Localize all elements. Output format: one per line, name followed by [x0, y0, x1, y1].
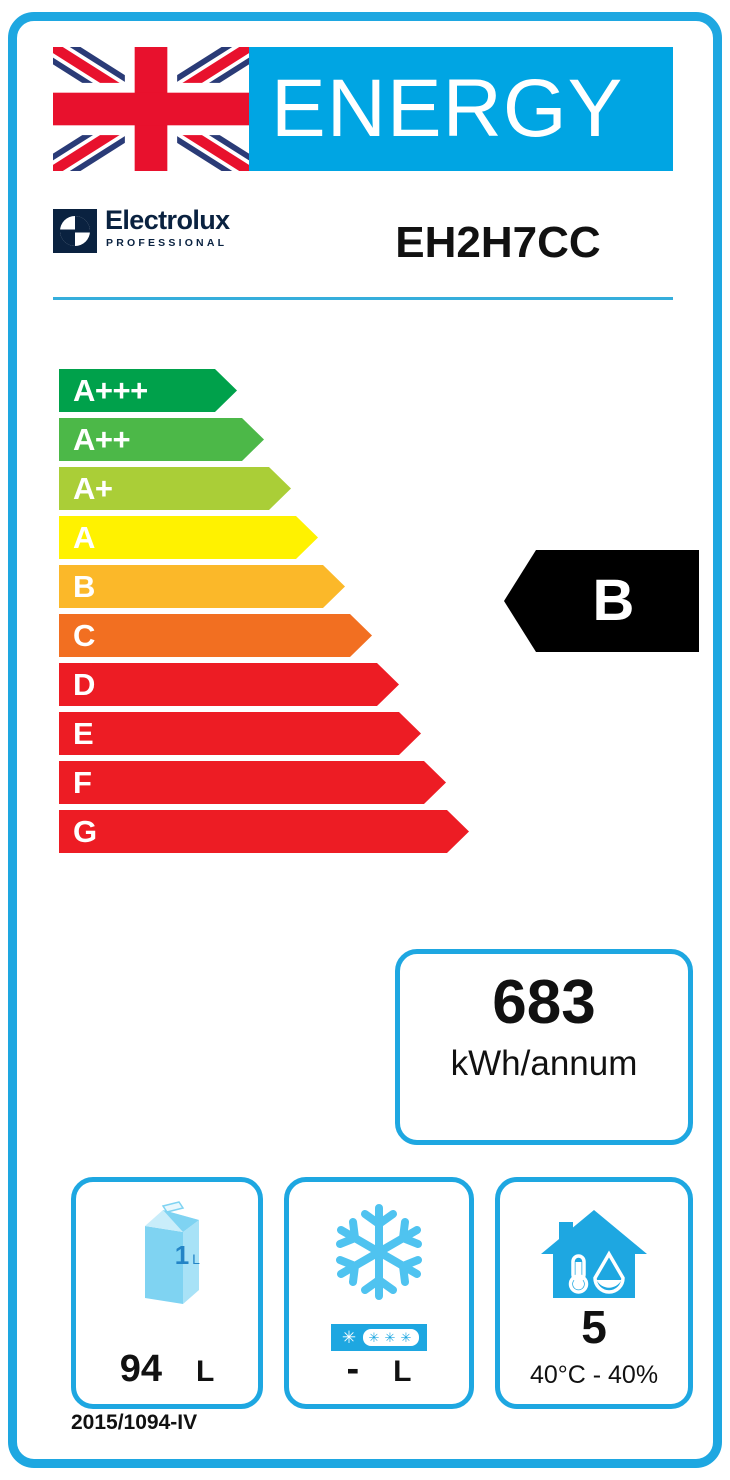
grade-label: F	[73, 765, 92, 800]
grade-arrow-b: B	[59, 565, 345, 608]
freezer-capacity-unit: L	[393, 1355, 412, 1388]
brand-row: Electrolux PROFESSIONAL EH2H7CC	[53, 197, 673, 289]
grade-arrow-g: G	[59, 810, 469, 853]
rating-class-letter: B	[592, 568, 635, 633]
union-jack-flag-icon	[53, 47, 249, 171]
grade-arrow-aplus: A+	[59, 467, 291, 510]
grade-arrow-aplusplus: A++	[59, 418, 264, 461]
freezer-capacity-box: ✳ ✳ ✳ ✳ - L	[284, 1177, 474, 1409]
svg-text:L: L	[192, 1251, 200, 1267]
model-name: EH2H7CC	[395, 218, 601, 267]
svg-text:1: 1	[175, 1240, 189, 1270]
grade-row: A+++	[59, 369, 479, 412]
svg-text:✳: ✳	[342, 1328, 356, 1347]
fridge-values: 94 L	[76, 1350, 258, 1388]
energy-label-frame: ENERGY Electrolux PROFESSIONAL EH2H7CC A…	[8, 12, 722, 1468]
rating-class-arrow: B	[504, 550, 699, 652]
grade-arrow-f: F	[59, 761, 446, 804]
grade-label: D	[73, 667, 95, 702]
header-row: ENERGY	[53, 47, 673, 171]
svg-text:✳: ✳	[369, 1330, 380, 1345]
grade-row: A	[59, 516, 479, 559]
grade-row: C	[59, 614, 479, 657]
freezer-values: - L	[289, 1350, 469, 1388]
fridge-capacity-unit: L	[195, 1355, 215, 1388]
grade-label: C	[73, 618, 95, 653]
grade-arrow-a: A	[59, 516, 318, 559]
grade-row: A+	[59, 467, 479, 510]
climate-class-range: 40°C - 40%	[529, 1361, 659, 1389]
brand-name: Electrolux	[105, 205, 230, 235]
grade-label: A+	[73, 471, 113, 506]
annual-energy-value: 683	[492, 968, 596, 1037]
svg-text:✳: ✳	[385, 1330, 396, 1345]
freezer-capacity-value: -	[346, 1348, 360, 1390]
climate-class-box: 5 40°C - 40%	[495, 1177, 693, 1409]
house-climate-icon	[500, 1196, 688, 1308]
header-divider	[53, 297, 673, 300]
energy-title: ENERGY	[271, 63, 624, 154]
electrolux-mark-icon	[53, 209, 97, 253]
grade-arrow-e: E	[59, 712, 421, 755]
grade-arrow-c: C	[59, 614, 372, 657]
efficiency-scale: A+++ A++ A+ A B C D E F G	[59, 369, 479, 859]
grade-label: A++	[73, 422, 131, 457]
grade-row: G	[59, 810, 479, 853]
grade-row: F	[59, 761, 479, 804]
milk-carton-icon: 1 L	[76, 1196, 258, 1308]
grade-label: B	[73, 569, 95, 604]
grade-label: G	[73, 814, 97, 849]
annual-energy-box: 683 kWh/annum	[395, 949, 693, 1145]
snowflake-icon	[289, 1196, 469, 1308]
climate-class-value: 5	[581, 1301, 607, 1353]
brand-subtitle: PROFESSIONAL	[106, 237, 228, 249]
fridge-capacity-box: 1 L 94 L	[71, 1177, 263, 1409]
grade-arrow-aplusplusplus: A+++	[59, 369, 237, 412]
fridge-capacity-value: 94	[119, 1348, 162, 1390]
grade-row: B	[59, 565, 479, 608]
brand-logo: Electrolux PROFESSIONAL	[53, 207, 253, 269]
svg-text:✳: ✳	[401, 1330, 412, 1345]
grade-row: E	[59, 712, 479, 755]
grade-label: A	[73, 520, 95, 555]
freezer-star-rating-icon: ✳ ✳ ✳ ✳	[331, 1324, 427, 1351]
grade-row: D	[59, 663, 479, 706]
regulation-reference: 2015/1094-IV	[71, 1411, 198, 1434]
grade-label: E	[73, 716, 94, 751]
annual-energy-unit: kWh/annum	[450, 1044, 638, 1083]
grade-label: A+++	[73, 373, 148, 408]
energy-header-band: ENERGY	[249, 47, 673, 171]
grade-row: A++	[59, 418, 479, 461]
grade-arrow-d: D	[59, 663, 399, 706]
